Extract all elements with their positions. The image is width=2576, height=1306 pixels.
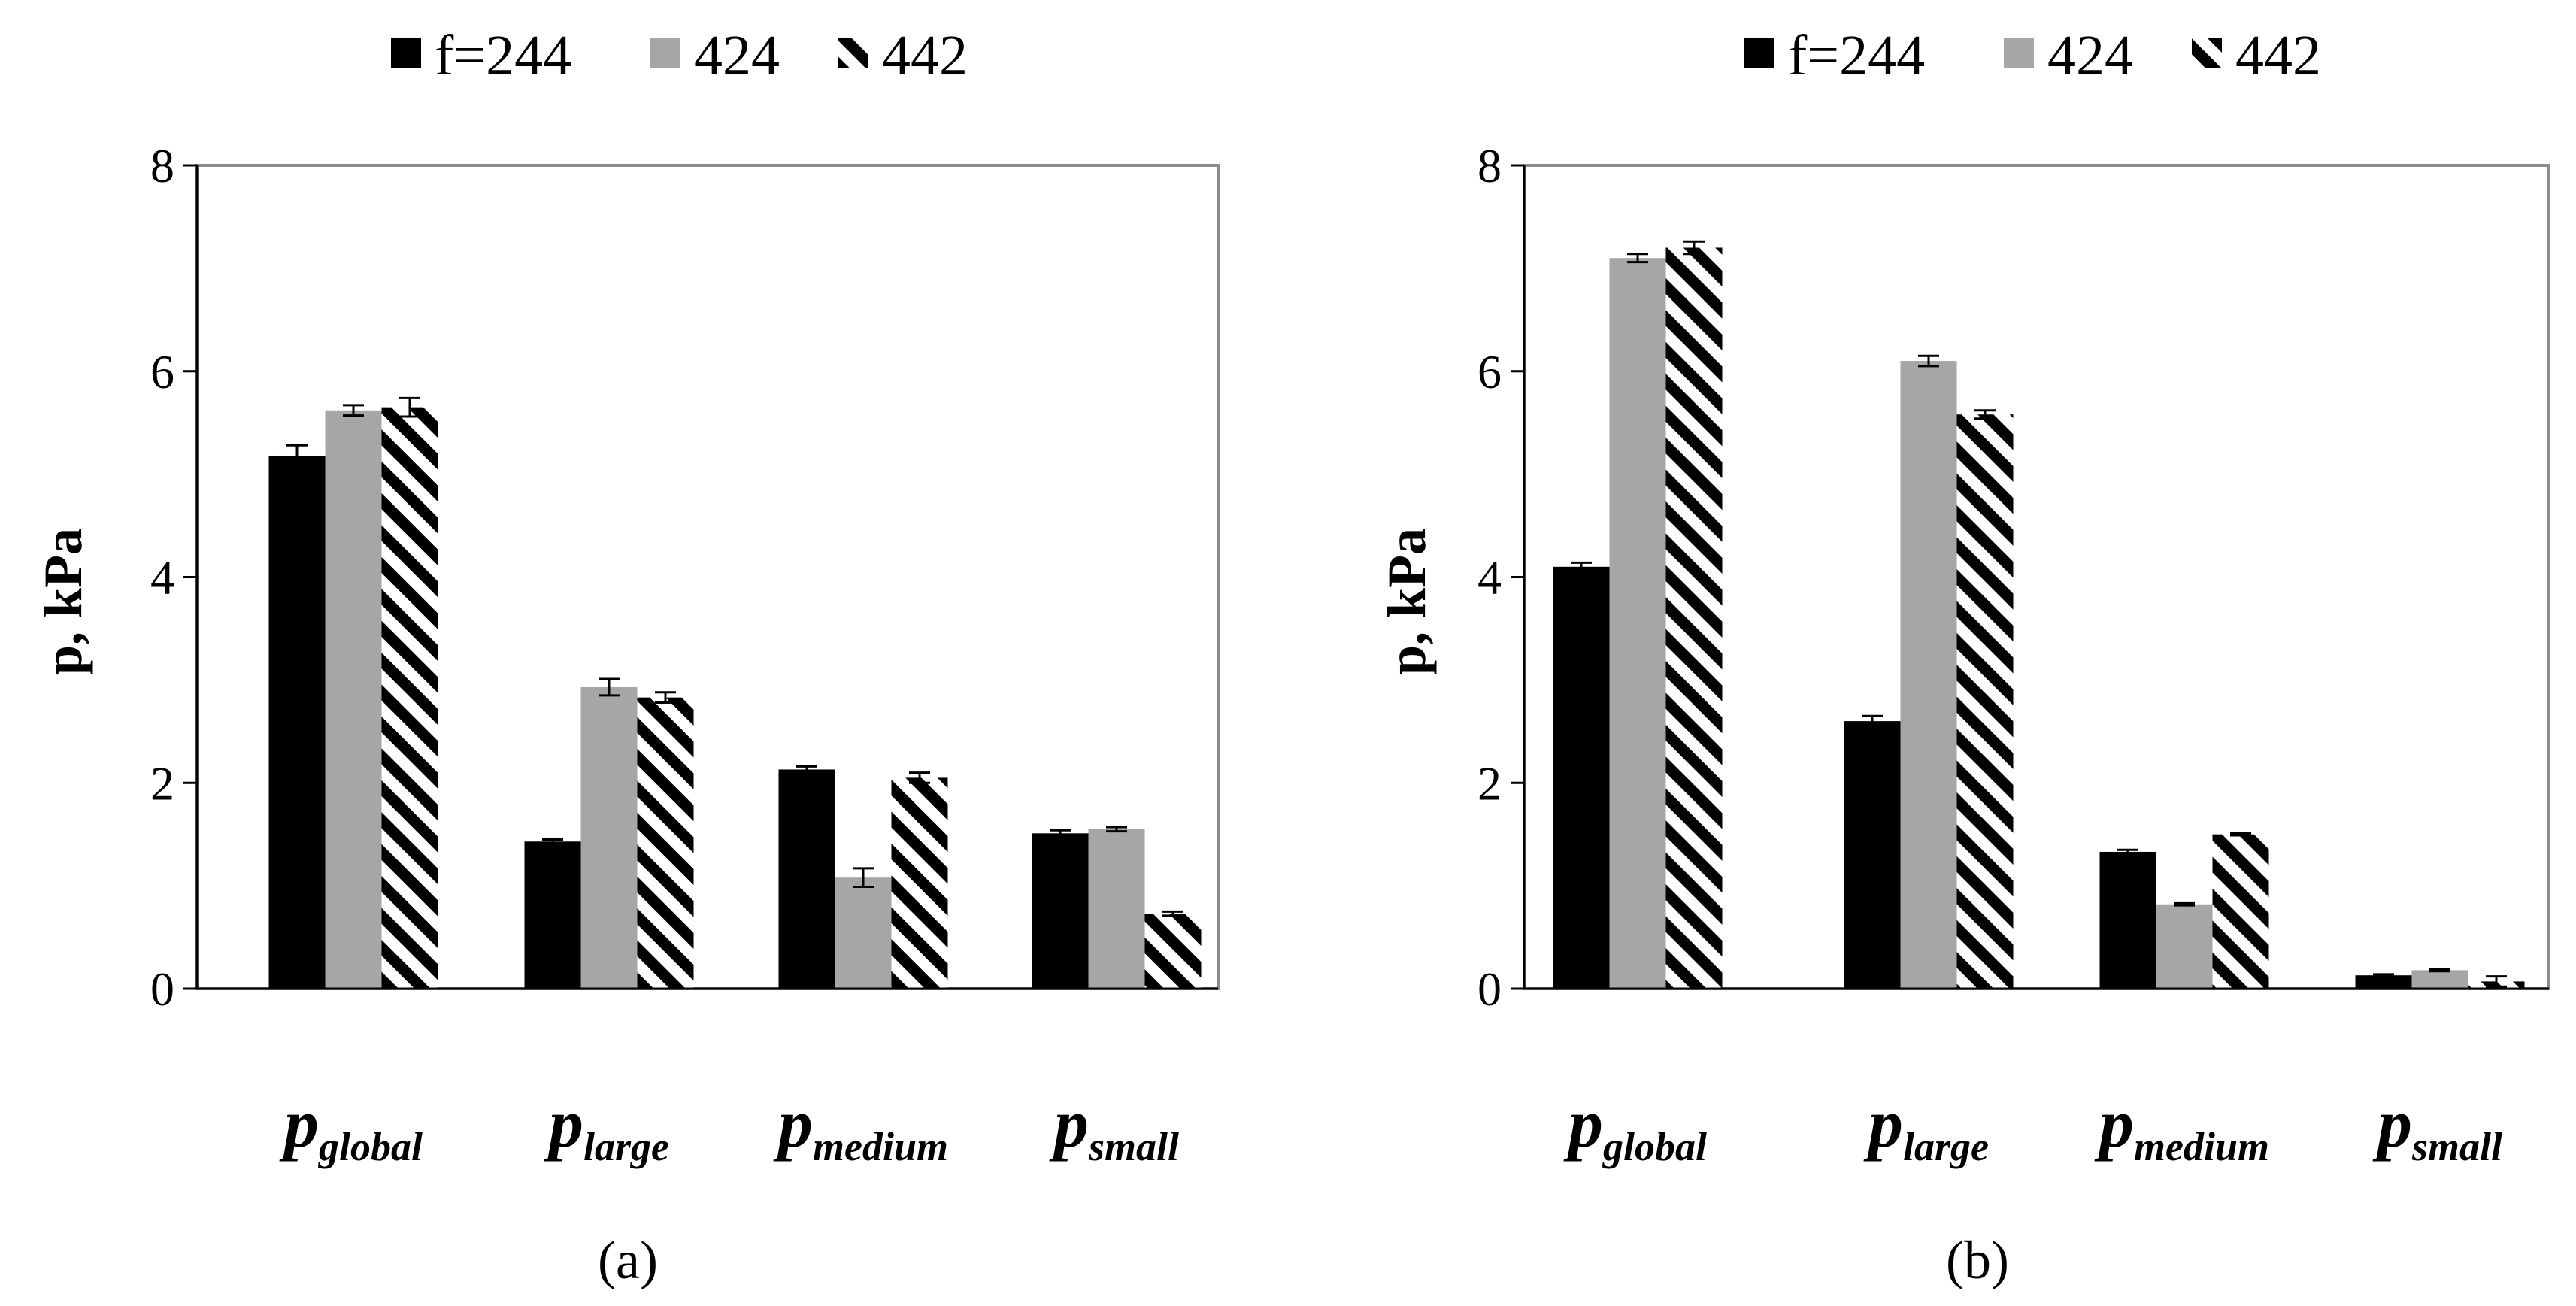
bar-442-small [1144,914,1202,989]
panel-label: (a) [598,1230,658,1290]
legend-label-442: 442 [2235,24,2321,87]
error-bar [1683,240,1705,256]
error-bar [399,396,420,418]
error-bar [1862,714,1883,728]
bar-f244-medium [778,769,835,989]
error-bar [1918,354,1939,368]
legend-swatch-424 [650,38,680,68]
legend-swatch-f244 [391,38,421,68]
legend-swatch-442 [838,38,868,68]
y-tick-label: 8 [1477,139,1502,192]
error-bar [286,444,308,468]
error-bar [655,691,676,704]
legend-label-f244: f=244 [1788,24,1925,87]
bar-442-medium [891,777,948,989]
bar-424-large [580,686,638,989]
panel-label: (b) [1946,1230,2009,1290]
y-tick-label: 8 [150,139,174,192]
x-category-label-medium: pmedium [773,1085,948,1169]
error-bar [599,677,620,697]
chart-panel-b: f=244 424 442 p, kPa (b) 0 2 4 6 8 pglobal pla… [1377,24,2550,1290]
bar-f244-small [2355,975,2412,989]
error-bar [1050,829,1071,838]
y-tick-label: 6 [1477,345,1502,398]
legend: f=244 424 442 [391,24,968,87]
x-category-label-global: pglobal [1563,1085,1707,1169]
error-bar [2486,975,2507,988]
error-bar [1627,253,1648,264]
error-bar [909,771,930,784]
error-bar [796,765,817,774]
error-bar [2174,901,2195,907]
bar-424-global [325,410,382,989]
error-bar [343,404,364,417]
y-tick-label: 0 [1477,962,1502,1016]
y-tick-label: 2 [150,756,174,810]
bar-f244-large [524,841,581,989]
error-bar [2117,848,2138,856]
y-axis-label: p, kPa [1377,528,1437,675]
x-category-label-large: plarge [1863,1085,1989,1169]
y-axis-label: p, kPa [33,528,93,675]
bar-442-medium [2212,834,2269,989]
error-bar [542,838,563,845]
legend-label-f244: f=244 [435,24,571,87]
error-bar [2230,832,2251,837]
bar-f244-medium [2099,851,2156,989]
legend-swatch-442 [2192,38,2222,68]
bar-424-small [1088,829,1145,989]
bar-442-global [381,407,438,989]
y-tick-label: 0 [150,962,174,1016]
error-bar [1571,561,1592,572]
bar-424-small [2411,970,2468,989]
legend: f=244 424 442 [1744,24,2321,87]
y-tick-label: 6 [150,345,174,398]
y-tick-label: 4 [150,551,174,605]
legend-label-442: 442 [882,24,968,87]
y-tick-label: 2 [1477,756,1502,810]
bar-424-large [1900,361,1957,989]
x-category-label-small: psmall [1049,1085,1179,1169]
x-category-label-global: pglobal [279,1085,423,1169]
legend-label-424: 424 [694,24,780,87]
bar-424-global [1609,258,1666,989]
bar-f244-small [1032,833,1089,989]
error-bar [1106,826,1127,833]
bar-424-medium [2156,904,2213,989]
x-category-label-small: psmall [2372,1085,2502,1169]
bar-f244-large [1844,721,1901,989]
x-category-label-medium: pmedium [2094,1085,2269,1169]
legend-label-424: 424 [2047,24,2133,87]
error-bar [853,867,874,888]
bar-f244-global [1553,566,1610,989]
bar-442-large [1956,414,2014,989]
bar-f244-global [268,455,326,989]
y-tick-label: 4 [1477,551,1502,605]
x-category-label-large: plarge [544,1085,669,1169]
error-bar [2429,968,2450,973]
legend-swatch-424 [2004,38,2034,68]
chart-panel-a: f=244 424 442 p, kPa (a) 0 2 4 6 8 pglobal pla… [33,24,1220,1290]
error-bar [2373,973,2394,978]
error-bar [1974,409,1996,420]
bar-442-global [1665,247,1723,989]
bar-442-large [637,697,694,989]
error-bar [1162,910,1183,917]
legend-swatch-f244 [1744,38,1774,68]
bar-424-medium [835,877,892,989]
